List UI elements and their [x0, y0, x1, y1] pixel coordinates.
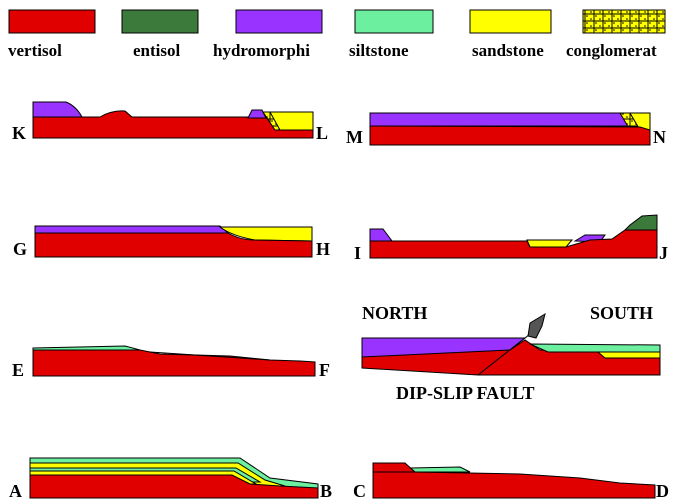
section-label: E	[12, 360, 24, 380]
section-gh	[34, 225, 313, 258]
section-label: G	[13, 239, 27, 259]
section-label: H	[316, 239, 330, 259]
section-label: L	[316, 123, 328, 143]
section-label: F	[319, 360, 330, 380]
south-label: SOUTH	[590, 303, 653, 323]
section-ab	[29, 457, 319, 499]
section-label: N	[653, 127, 666, 147]
section-cd	[372, 462, 656, 499]
section-fault	[361, 312, 661, 376]
fault-label: DIP-SLIP FAULT	[396, 383, 535, 403]
legend-label: entisol	[133, 41, 181, 60]
legend-label: vertisol	[8, 41, 62, 60]
section-kl	[32, 101, 314, 139]
section-label: C	[353, 481, 366, 499]
section-label: B	[320, 481, 332, 499]
section-label: A	[9, 481, 22, 499]
section-mn	[369, 112, 651, 146]
section-label: K	[12, 123, 26, 143]
section-ij	[369, 214, 658, 259]
section-label: M	[346, 127, 363, 147]
section-ef	[32, 345, 316, 377]
north-label: NORTH	[362, 303, 427, 323]
section-label: I	[354, 243, 361, 263]
legend-label: hydromorphi	[213, 41, 310, 60]
section-label: J	[659, 243, 668, 263]
legend-label: conglomerat	[566, 41, 657, 60]
legend-label: sandstone	[472, 41, 544, 60]
legend-label: siltstone	[349, 41, 409, 60]
section-label: D	[656, 481, 669, 499]
legend-swatches	[8, 9, 666, 34]
